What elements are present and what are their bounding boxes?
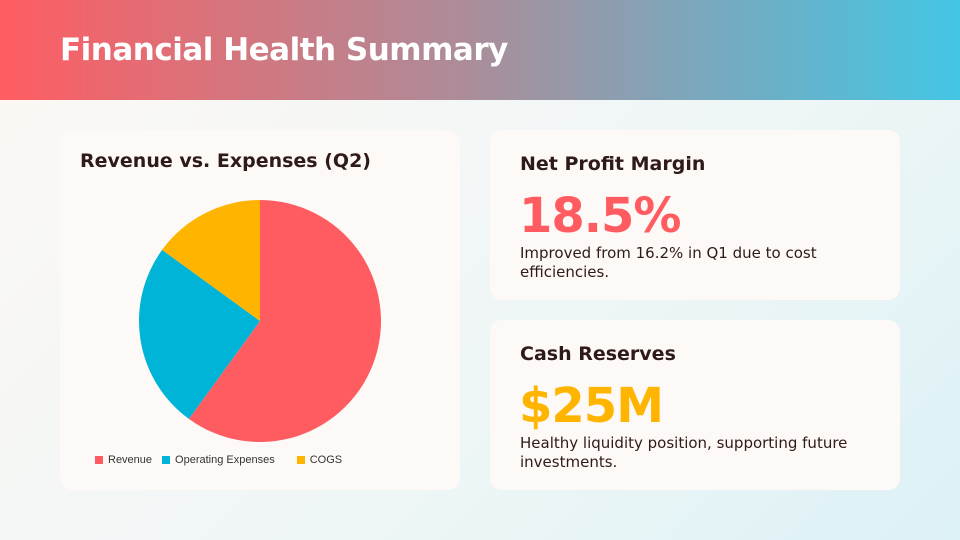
metric-value: $25M: [519, 378, 664, 434]
legend-label: Operating Expenses: [175, 454, 275, 466]
legend-item: Operating Expenses: [162, 454, 275, 466]
metric-title: Cash Reserves: [520, 343, 676, 365]
metric-description: Healthy liquidity position, supporting f…: [520, 434, 848, 471]
legend-item: Revenue: [95, 454, 152, 466]
chart-legend: Revenue Operating Expenses COGS: [95, 454, 352, 466]
legend-label: Revenue: [108, 454, 153, 466]
legend-label: COGS: [309, 454, 343, 466]
chart-card: Revenue vs. Expenses (Q2) Revenue Operati…: [60, 130, 460, 490]
metric-title: Net Profit Margin: [520, 153, 706, 175]
legend-swatch: [296, 456, 305, 464]
pie-slice-revenue: [188, 200, 382, 443]
cash-reserves-card: Cash Reserves $25M Healthy liquidity pos…: [490, 320, 900, 490]
pie-chart: [139, 200, 382, 443]
metric-value: 18.5%: [519, 188, 682, 244]
chart-title: Revenue vs. Expenses (Q2): [80, 150, 371, 172]
legend-item: COGS: [296, 454, 343, 466]
legend-swatch: [95, 456, 103, 464]
pie-slice-cogs: [162, 200, 260, 321]
page-title: Financial Health Summary: [60, 32, 508, 68]
legend-swatch: [162, 456, 171, 464]
metric-description: Improved from 16.2% in Q1 due to cost ef…: [520, 244, 817, 281]
header-banner: Financial Health Summary: [0, 0, 960, 100]
net-profit-margin-card: Net Profit Margin 18.5% Improved from 16…: [490, 130, 900, 300]
pie-slice-operating-expenses: [139, 249, 260, 419]
